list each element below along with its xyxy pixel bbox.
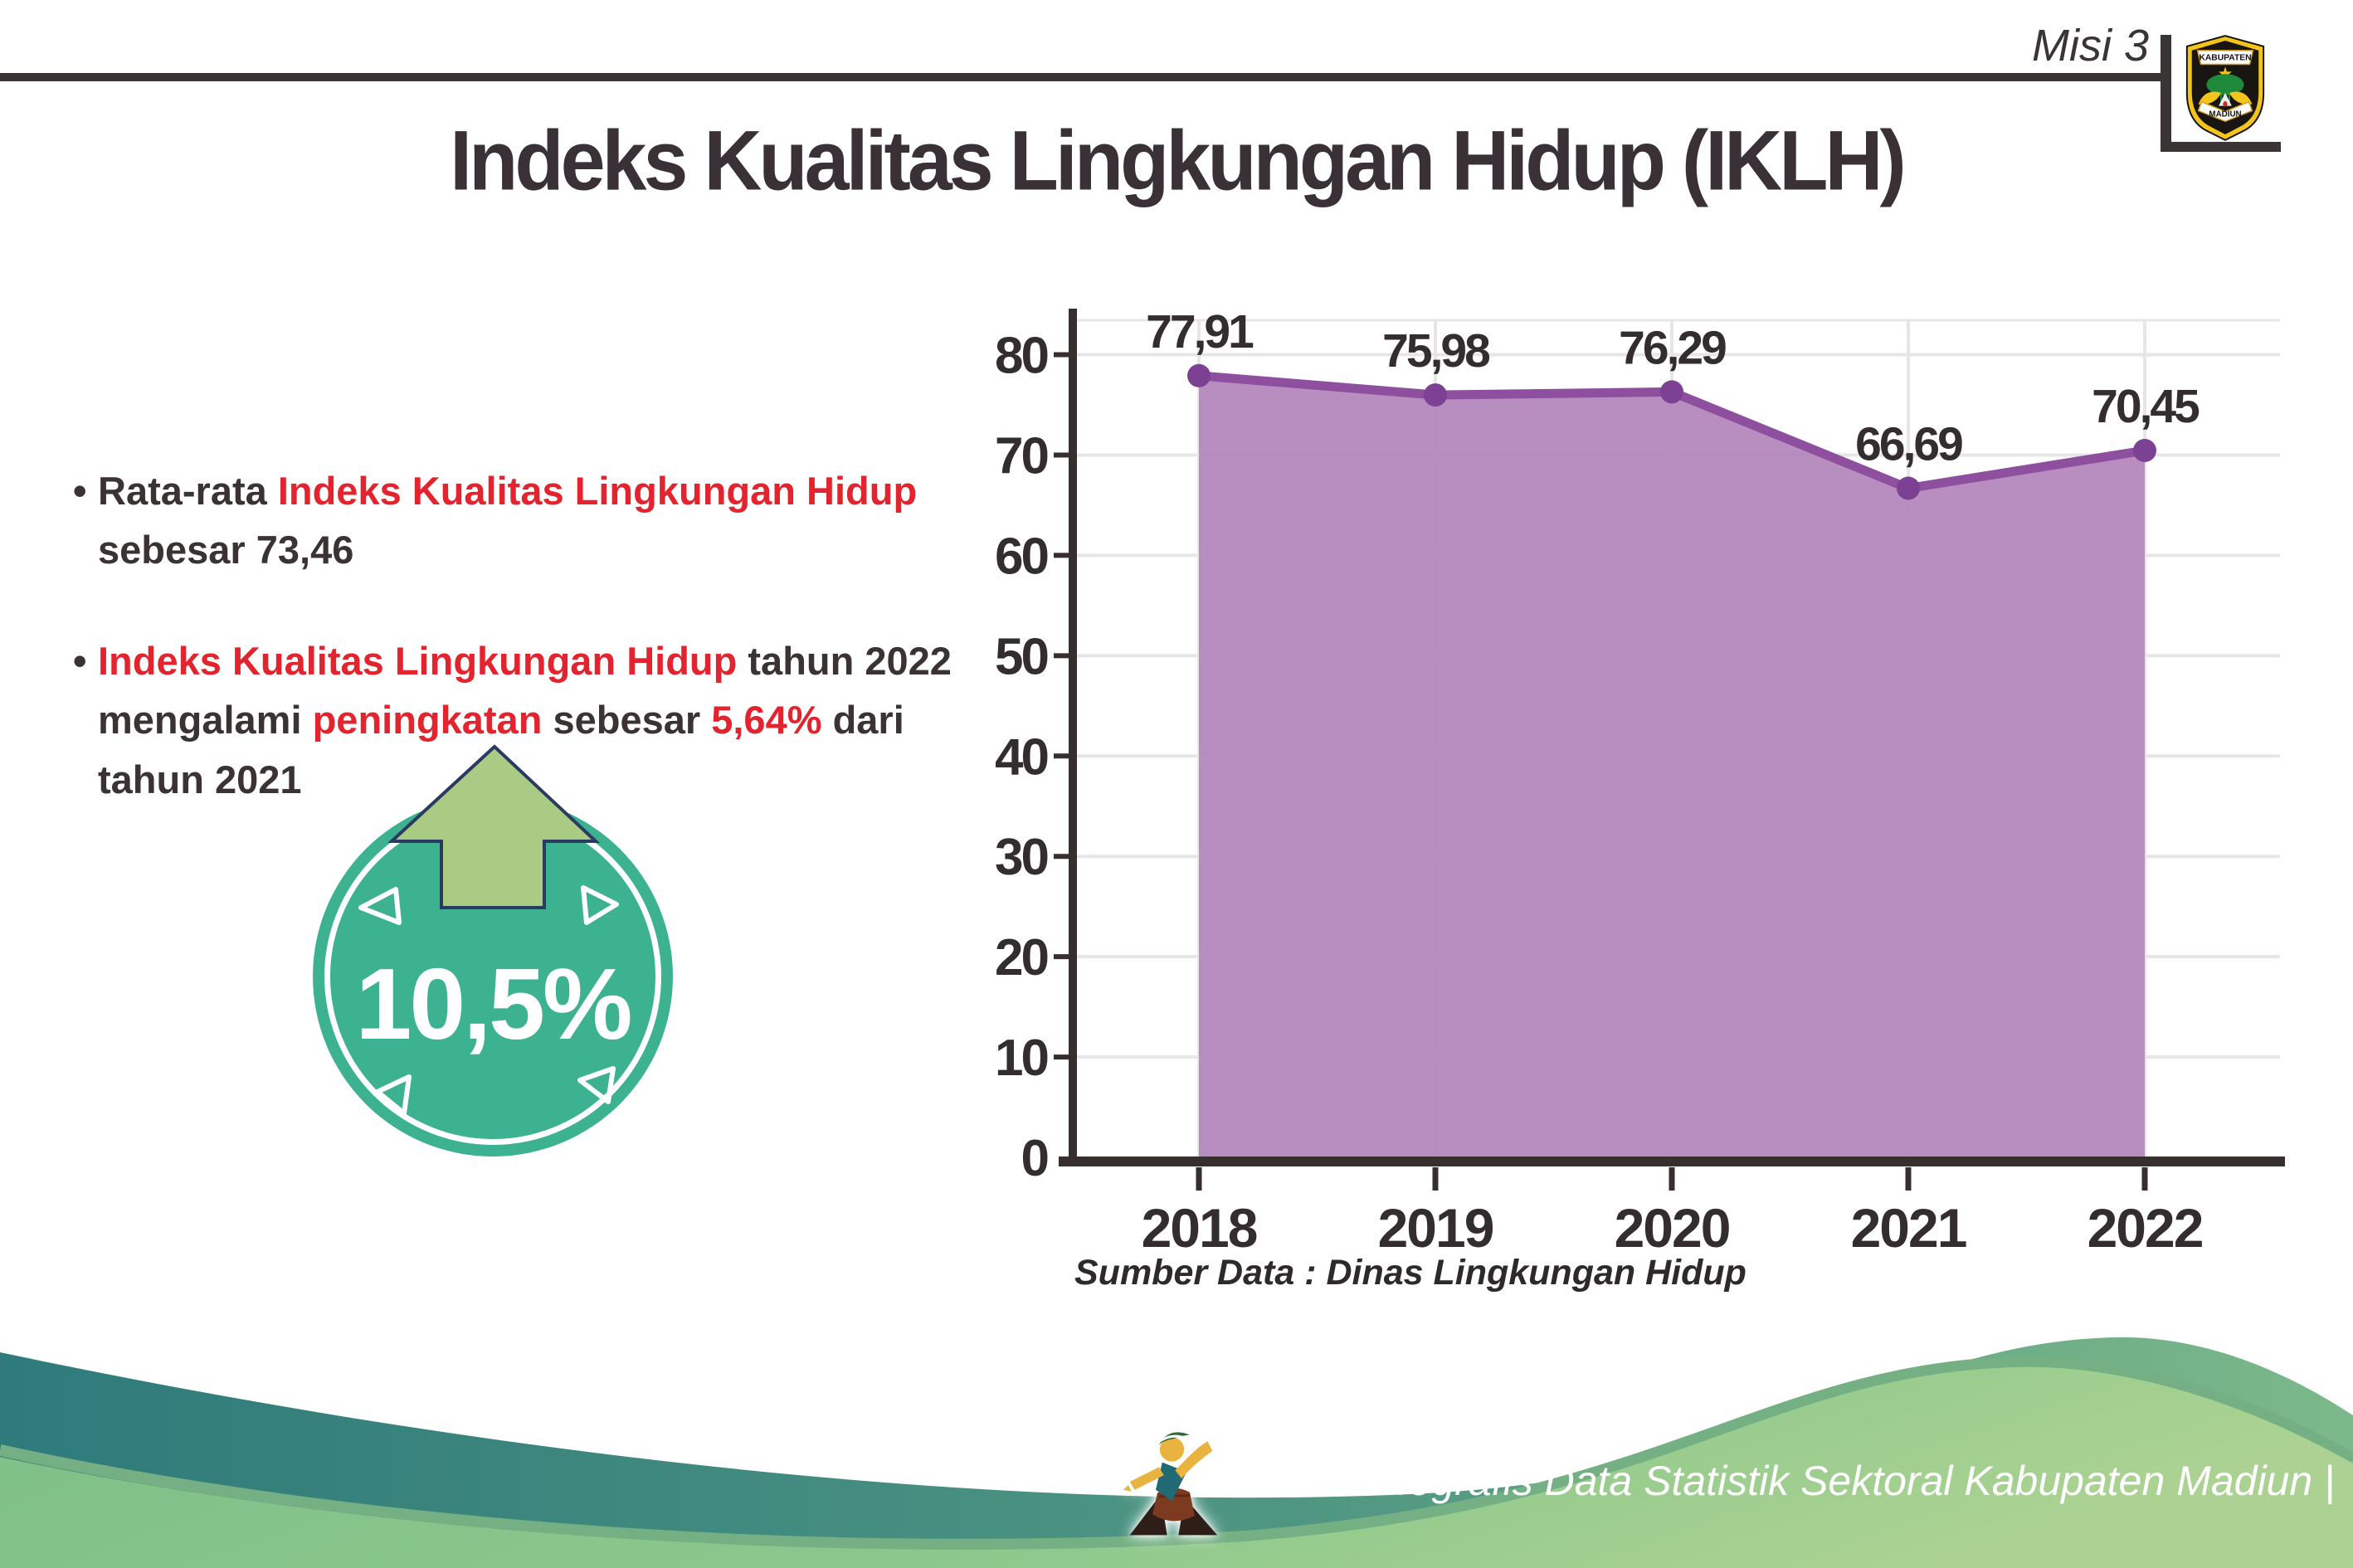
logo-wing-right [2229,91,2253,105]
bullet2-text1: tahun 2022 [737,638,952,683]
chart-x-tick-label: 2018 [1142,1197,1257,1259]
logo-bottom-text: MADIUN [2209,110,2241,119]
footer-green-wave [0,1366,2353,1568]
summary-bullets: • Rata-rata Indeks Kualitas Lingkungan Hi… [73,461,961,860]
bullet2-line3: tahun 2021 [98,757,302,801]
chart-svg: 77,91 75,98 76,29 66,69 70,45 0 10 20 30 40 50 60 70… [995,305,2285,1259]
chart-y-tick-label: 70 [996,427,1048,485]
chart-point [1187,363,1211,387]
iklh-area-chart: 77,91 75,98 76,29 66,69 70,45 0 10 20 30 40 50 60 70… [995,290,2290,1311]
chart-point-label: 66,69 [1855,418,1962,471]
chart-point-label: 75,98 [1382,324,1489,377]
bullet-average-iklh: • Rata-rata Indeks Kualitas Lingkungan Hi… [73,461,961,580]
bullet2-text3: sebesar [542,698,712,743]
chart-y-tick-label: 50 [996,628,1048,685]
dancer-mascot-icon [1123,1432,1218,1536]
bullet-marker: • [73,638,87,683]
chart-y-tick-label: 10 [996,1030,1048,1087]
bullet2-highlight1: Indeks Kualitas Lingkungan Hidup [98,638,738,683]
logo-banner-top [2196,50,2254,66]
bullet2-line2: mengalami peningkatan sebesar 5,64% dari [98,690,961,749]
misi-label: Misi 3 [2031,21,2149,71]
footer-wave-rim [0,1356,2353,1551]
logo-wing-left [2198,91,2222,105]
chart-point-label: 77,91 [1146,305,1254,358]
chart-point [1424,383,1447,407]
logo-flame [2223,100,2228,107]
bullet-iklh-increase: • Indeks Kualitas Lingkungan Hidup tahun … [73,631,961,809]
logo-banner-bottom [2197,100,2253,123]
logo-bracket-vertical [2161,35,2171,152]
logo-mountain [2219,92,2232,106]
chart-x-tick-label: 2022 [2087,1197,2203,1259]
chart-point [1660,380,1683,404]
up-arrow-icon [388,744,601,909]
chart-point [1897,476,1920,500]
page-title: Indeks Kualitas Lingkungan Hidup (IKLH) [450,113,1907,208]
bullet1-text-start: Rata-rata [98,469,278,513]
chart-y-tick-label: 60 [996,528,1048,585]
chart-y-tick-label: 40 [996,728,1048,786]
kabupaten-madiun-logo: KABUPATEN MADIUN [2185,35,2265,141]
increase-percentage: 10,5% [355,947,633,1060]
chart-y-tick-label: 30 [996,829,1048,886]
footer-caption: Media Infografis Data Statistik Sektoral… [1238,1458,2336,1504]
bullet-marker: • [73,469,87,513]
bullet2-highlight3: 5,64% [711,698,822,743]
bullet2-highlight2: peningkatan [312,698,543,743]
logo-top-text: KABUPATEN [2199,54,2251,63]
chart-point [2133,439,2156,462]
bullet2-text4: dari [821,698,904,743]
bullet1-line2: sebesar 73,46 [98,528,354,572]
chart-source-note: Sumber Data : Dinas Lingkungan Hidup [1074,1253,1746,1293]
chart-x-tick-label: 2019 [1378,1197,1493,1259]
logo-tree [2206,74,2244,95]
footer-wave-background [0,1337,2353,1568]
chart-y-tick-label: 0 [1021,1130,1048,1187]
chart-x-tick-label: 2021 [1851,1197,1966,1259]
badge-triangle-decorations [358,885,619,1116]
logo-bracket-horizontal [2161,142,2281,152]
bullet1-highlight: Indeks Kualitas Lingkungan Hidup [277,469,918,513]
chart-y-tick-label: 80 [996,328,1048,385]
bullet2-text2: mengalami [98,698,313,743]
header-rule [0,73,2167,81]
chart-x-tick-label: 2020 [1615,1197,1730,1259]
chart-y-tick-label: 20 [996,929,1048,986]
chart-point-label: 76,29 [1619,321,1726,374]
chart-point-label: 70,45 [2092,380,2200,433]
chart-area [1199,375,2145,1157]
